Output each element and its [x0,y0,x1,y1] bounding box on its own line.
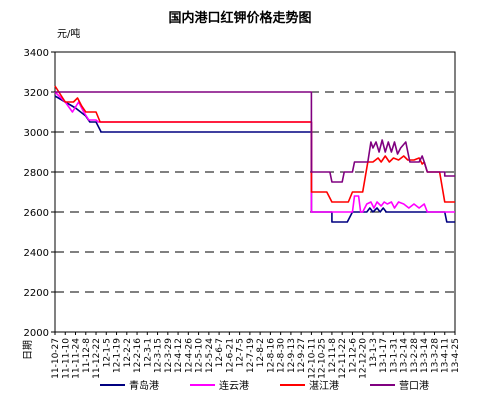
x-tick-label: 11-12-22 [92,338,102,379]
x-tick-label: 12-2-2 [123,338,133,367]
x-tick-label: 12-2-16 [133,338,143,373]
legend-label-2: 连云港 [219,379,249,392]
x-tick-label: 12-11-8 [328,338,338,373]
x-tick-label: 12-6-21 [225,338,235,373]
y-axis-label: 元/吨 [57,27,80,40]
y-tick-label-2200: 2200 [24,288,49,299]
x-tick-label: 12-12-6 [348,338,358,373]
x-tick-label: 12-10-25 [318,338,328,379]
x-tick-label: 12-11-22 [338,338,348,379]
y-tick-label-2800: 2800 [24,168,49,179]
x-tick-label: 13-1-17 [379,338,389,373]
y-tick-label-3200: 3200 [24,88,49,99]
x-tick-label: 12-3-15 [154,338,164,373]
x-tick-label: 12-7-5 [236,338,246,367]
plot-area-frame [54,51,456,333]
x-tick-label: 12-4-12 [174,338,184,373]
x-tick-label: 11-11-24 [72,338,82,379]
x-tick-label: 13-1-31 [389,338,399,373]
x-tick-label: 13-2-28 [410,338,420,373]
x-tick-label: 12-12-20 [359,338,369,379]
x-tick-label: 13-2-14 [400,338,410,373]
legend-label-4: 营口港 [399,379,429,392]
x-tick-label: 12-8-30 [277,338,287,373]
x-tick-label: 12-7-19 [246,338,256,373]
y-tick-label-2000: 2000 [24,328,49,339]
x-tick-label: 13-3-28 [430,338,440,373]
x-tick-label: 12-5-24 [205,338,215,373]
x-tick-label: 12-5-10 [195,338,205,373]
series-line-4 [55,91,455,183]
legend-label-3: 湛江港 [309,380,339,392]
chart-title: 国内港口红钾价格走势图 [168,10,311,26]
x-tick-label: 13-4-11 [441,338,451,373]
x-tick-label: 13-1-3 [369,338,379,367]
y-tick-label-2400: 2400 [24,248,49,259]
legend: 青岛港 连云港 湛江港 营口港 [100,379,429,392]
x-axis-ticks: 11-10-27 11-11-10 11-11-24 11-12-8 11-12-22 1… [51,332,461,379]
x-tick-label: 12-9-27 [297,338,307,373]
x-tick-label: 12-10-11 [307,338,317,379]
x-tick-label: 12-8-16 [266,338,276,373]
x-tick-label: 12-4-26 [184,338,194,373]
x-tick-label: 12-6-7 [215,338,225,367]
y-tick-label-2600: 2600 [24,208,49,219]
series-line-2 [54,91,455,213]
x-tick-label: 12-3-1 [143,338,153,367]
y-tick-label-3000: 3000 [24,128,49,139]
x-axis-label: 日期 [22,340,34,360]
series-lines [54,85,455,223]
x-tick-label: 11-10-27 [51,338,61,379]
series-line-3 [54,85,455,203]
legend-label-1: 青岛港 [129,379,159,392]
y-tick-label-3400: 3400 [24,48,49,59]
y-axis-ticks: 2000 2200 2400 2600 2800 3000 3200 3400 [24,48,55,339]
x-tick-label: 12-9-13 [287,338,297,373]
x-tick-label: 13-3-14 [420,338,430,373]
x-tick-label: 11-11-10 [61,338,71,379]
x-tick-label: 11-12-8 [82,338,92,373]
x-tick-label: 12-8-2 [256,338,266,367]
x-tick-label: 12-3-29 [164,338,174,373]
x-tick-label: 12-1-19 [113,338,123,373]
x-tick-label: 12-1-5 [102,338,112,367]
x-tick-label: 13-4-25 [451,338,461,373]
